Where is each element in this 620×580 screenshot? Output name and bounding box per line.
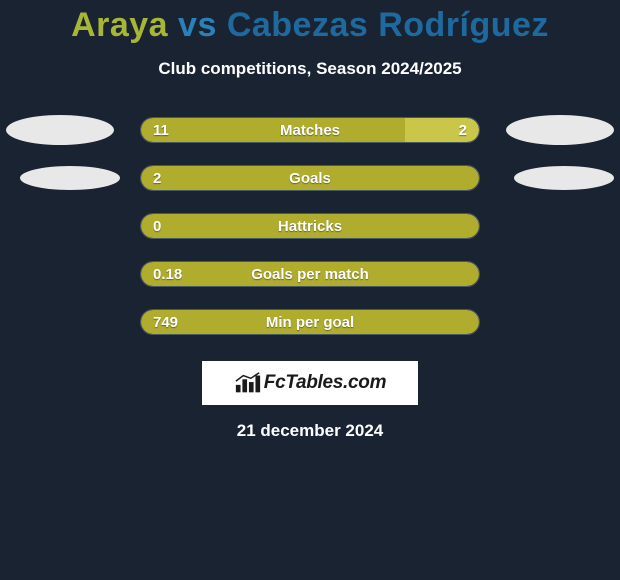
stat-row: Goals2 — [0, 165, 620, 191]
stats-rows: Matches112Goals2Hattricks0Goals per matc… — [0, 117, 620, 335]
player2-oval — [514, 166, 614, 190]
page-title: Araya vs Cabezas Rodríguez — [0, 6, 620, 45]
bars-chart-icon — [234, 371, 262, 395]
stat-label: Min per goal — [141, 310, 479, 334]
date-text: 21 december 2024 — [0, 421, 620, 441]
stat-label: Hattricks — [141, 214, 479, 238]
comparison-card: Araya vs Cabezas Rodríguez Club competit… — [0, 0, 620, 441]
stat-label: Goals — [141, 166, 479, 190]
player1-value: 2 — [153, 166, 161, 190]
player1-value: 0.18 — [153, 262, 182, 286]
player2-oval — [506, 115, 614, 145]
fctables-badge: FcTables.com — [202, 361, 418, 405]
subtitle: Club competitions, Season 2024/2025 — [0, 59, 620, 79]
player1-value: 749 — [153, 310, 178, 334]
stat-label: Matches — [141, 118, 479, 142]
player1-oval — [20, 166, 120, 190]
stat-bar: Min per goal749 — [140, 309, 480, 335]
player1-value: 0 — [153, 214, 161, 238]
stat-row: Matches11 2 — [0, 117, 620, 143]
player1-value: 11 — [153, 118, 169, 142]
stat-row: Goals per match0.18 — [0, 261, 620, 287]
stat-bar: Goals2 — [140, 165, 480, 191]
player2-name: Cabezas Rodríguez — [227, 6, 549, 44]
stat-row: Min per goal749 — [0, 309, 620, 335]
player1-oval — [6, 115, 114, 145]
stat-bar: Hattricks0 — [140, 213, 480, 239]
stat-label: Goals per match — [141, 262, 479, 286]
title-vs: vs — [178, 6, 217, 44]
stat-bar: Goals per match0.18 — [140, 261, 480, 287]
stat-row: Hattricks0 — [0, 213, 620, 239]
player2-value: 2 — [459, 118, 467, 142]
player1-name: Araya — [71, 6, 168, 44]
stat-bar: Matches11 2 — [140, 117, 480, 143]
badge-text: FcTables.com — [264, 372, 386, 394]
